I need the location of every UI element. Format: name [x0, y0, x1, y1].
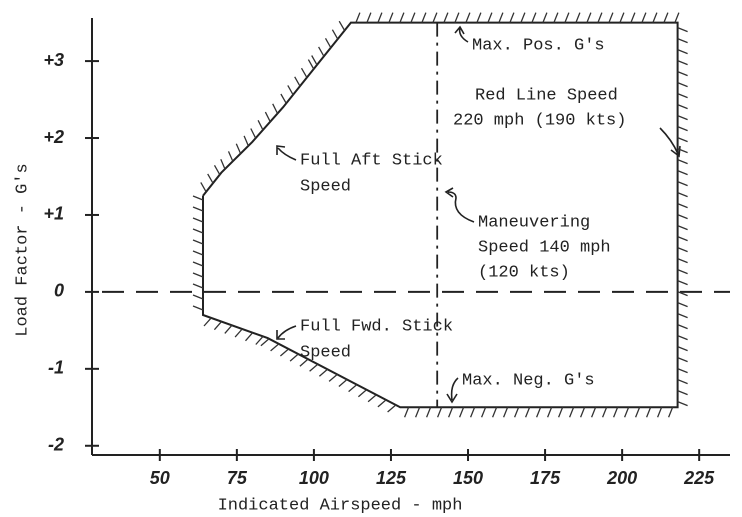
annotation: Maneuvering [478, 213, 590, 232]
arrows [276, 25, 681, 404]
x-tick-label: 175 [530, 468, 561, 488]
x-tick-label: 125 [376, 468, 407, 488]
x-tick-label: 150 [453, 468, 483, 488]
x-tick-label: 225 [683, 468, 715, 488]
annotation: Speed [300, 177, 351, 196]
x-tick-label: 200 [606, 468, 637, 488]
annotation: Speed 140 mph [478, 238, 611, 257]
envelope [202, 21, 679, 409]
annotation: Red Line Speed [475, 86, 618, 105]
annotation: Max. Pos. G's [472, 36, 605, 55]
y-tick-label: +1 [43, 204, 64, 224]
annotation: Speed [300, 343, 351, 362]
hatching [192, 12, 688, 418]
y-tick-label: -1 [48, 358, 64, 378]
y-tick-label: 0 [54, 281, 64, 301]
x-tick-label: 50 [150, 468, 170, 488]
annotation: (120 kts) [478, 263, 570, 282]
annotation: 220 mph (190 kts) [453, 111, 626, 130]
y-tick-label: +2 [43, 127, 64, 147]
x-tick-label: 100 [299, 468, 329, 488]
x-tick-label: 75 [227, 468, 248, 488]
annotation: Full Aft Stick [300, 151, 443, 170]
y-axis-title: Load Factor - G's [13, 163, 32, 336]
annotation: Max. Neg. G's [462, 371, 595, 390]
y-tick-label: -2 [48, 435, 64, 455]
annotation: Full Fwd. Stick [300, 317, 453, 336]
x-axis-title: Indicated Airspeed - mph [218, 496, 463, 515]
y-tick-label: +3 [43, 50, 64, 70]
